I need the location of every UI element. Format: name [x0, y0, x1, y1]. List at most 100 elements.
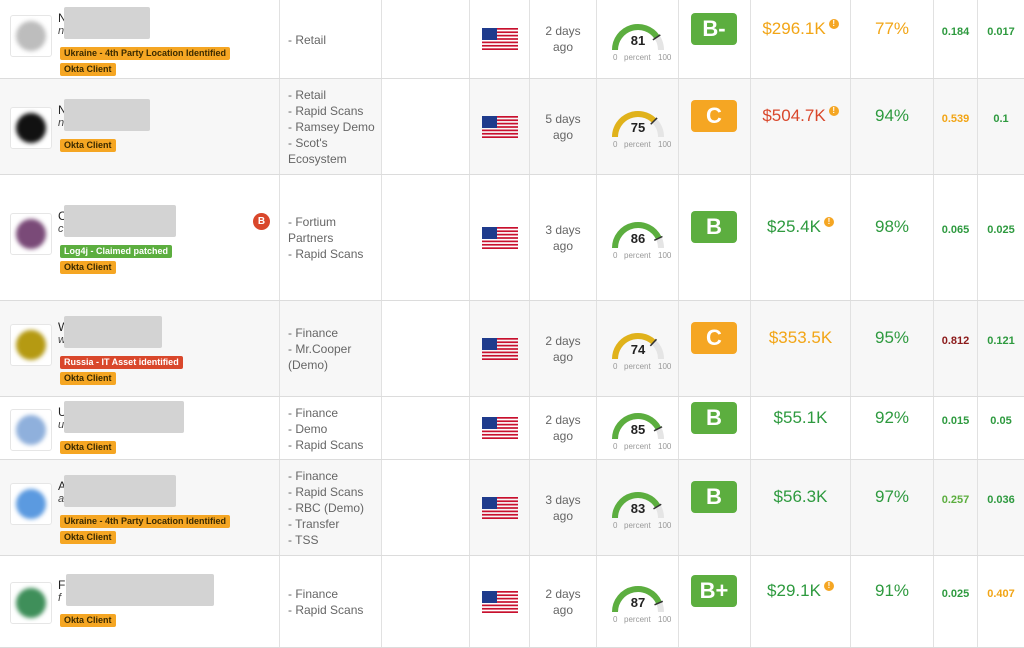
- status-badge[interactable]: Okta Client: [60, 441, 116, 454]
- tag-label[interactable]: - RBC (Demo): [288, 501, 365, 515]
- cost-value[interactable]: $25.4K: [767, 217, 821, 236]
- percent-value: 97%: [874, 487, 910, 506]
- tag-label[interactable]: - Finance: [288, 326, 339, 340]
- tag-label[interactable]: - Finance: [288, 469, 339, 483]
- info-icon[interactable]: !: [823, 217, 834, 227]
- company-name[interactable]: A: [58, 479, 67, 493]
- status-badge[interactable]: Ukraine - 4th Party Location Identified: [60, 515, 231, 528]
- tag-label[interactable]: - Retail: [288, 33, 327, 47]
- company-name[interactable]: N: [58, 103, 67, 117]
- status-badge[interactable]: Russia - IT Asset identified: [60, 356, 183, 369]
- country-cell: [470, 301, 530, 396]
- last-scan-cell: 2 days ago: [530, 0, 597, 78]
- info-icon[interactable]: !: [823, 581, 834, 591]
- company-logo-image: [16, 489, 46, 519]
- gauge-score: 85: [630, 421, 646, 437]
- company-logo: [10, 324, 52, 366]
- tag-label[interactable]: - Finance: [288, 406, 339, 420]
- company-name[interactable]: W: [58, 320, 69, 334]
- tag-label[interactable]: - Rapid Scans: [288, 438, 364, 452]
- gauge-axis-min: 0: [613, 140, 618, 149]
- cost-cell: $25.4K!: [751, 175, 851, 300]
- table-row[interactable]: Ww Russia - IT Asset identified Okta Clien…: [0, 301, 1024, 397]
- status-badge[interactable]: Okta Client: [60, 63, 116, 76]
- status-badge[interactable]: Log4j - Claimed patched: [60, 245, 173, 258]
- metric-1-value: 0.257: [941, 494, 970, 506]
- gauge-axis-min: 0: [613, 251, 618, 260]
- tag-label[interactable]: - Retail: [288, 88, 327, 102]
- cost-value[interactable]: $296.1K: [762, 18, 826, 38]
- metric-1-cell: 0.257: [934, 460, 978, 555]
- tag-label[interactable]: - Rapid Scans: [288, 247, 364, 261]
- tag-label[interactable]: Partners: [288, 231, 334, 245]
- company-logo: [10, 213, 52, 255]
- gauge-axis-label: percent: [624, 615, 651, 624]
- gauge-graphic: [597, 212, 679, 257]
- score-gauge: 85 0 percent 100: [597, 397, 679, 459]
- info-icon[interactable]: !: [828, 106, 839, 116]
- tag-label[interactable]: - Fortium: [288, 215, 336, 229]
- company-domain: u: [58, 419, 65, 431]
- company-name[interactable]: N: [58, 11, 67, 25]
- cost-cell: $296.1K!: [751, 0, 851, 78]
- grade-badge[interactable]: B-: [691, 12, 737, 45]
- tags-cell: - Finance - Rapid Scans - RBC (Demo) - Tran…: [280, 460, 382, 555]
- percent-cell: 95%: [851, 301, 934, 396]
- grade-badge[interactable]: C: [691, 322, 737, 354]
- cost-cell: $55.1K: [751, 397, 851, 459]
- status-badge[interactable]: Ukraine - 4th Party Location Identified: [60, 47, 231, 60]
- tag-label[interactable]: - Mr.Cooper: [288, 342, 352, 356]
- grade-badge[interactable]: B: [691, 211, 737, 243]
- status-badge[interactable]: Okta Client: [60, 372, 116, 385]
- tag-label[interactable]: - Ramsey Demo: [288, 120, 375, 134]
- metric-1-value: 0.015: [941, 414, 970, 427]
- grade-badge[interactable]: B: [691, 481, 737, 513]
- status-badge[interactable]: Okta Client: [60, 531, 116, 544]
- last-scan-text: 2 days ago: [545, 23, 580, 55]
- tag-label[interactable]: - Rapid Scans: [288, 104, 364, 118]
- status-badge[interactable]: Okta Client: [60, 139, 116, 152]
- cost-value[interactable]: $55.1K: [773, 407, 828, 427]
- tag-label[interactable]: - TSS: [288, 533, 319, 547]
- tag-label[interactable]: Ecosystem: [288, 152, 347, 166]
- last-scan-days: 3 days: [545, 492, 581, 507]
- us-flag-icon: [481, 496, 518, 519]
- tag-label[interactable]: - Finance: [288, 587, 339, 601]
- grade-badge[interactable]: B: [691, 401, 737, 434]
- percent-cell: 97%: [851, 460, 934, 555]
- status-badge[interactable]: Okta Client: [60, 261, 116, 274]
- last-scan-days: 5 days: [545, 111, 581, 126]
- grade-badge[interactable]: B+: [691, 575, 737, 607]
- redacted-name: [64, 7, 150, 39]
- metric-1-cell: 0.539: [934, 79, 978, 174]
- percent-value: 91%: [874, 581, 910, 600]
- cost-value[interactable]: $353.5K: [768, 328, 833, 347]
- status-badge[interactable]: Okta Client: [60, 614, 116, 627]
- last-scan-cell: 3 days ago: [530, 175, 597, 300]
- company-name[interactable]: F: [58, 578, 66, 592]
- last-scan-ago: ago: [552, 238, 573, 253]
- tag-label[interactable]: - Scot's: [288, 136, 328, 150]
- company-name[interactable]: U: [58, 405, 67, 419]
- tag-label[interactable]: (Demo): [288, 358, 329, 372]
- tag-label[interactable]: - Rapid Scans: [288, 485, 364, 499]
- cost-value[interactable]: $56.3K: [773, 487, 828, 506]
- company-logo-image: [16, 21, 46, 51]
- tag-label[interactable]: - Demo: [288, 422, 328, 436]
- company-name[interactable]: C: [58, 209, 67, 223]
- cost-value[interactable]: $29.1K: [767, 581, 821, 600]
- percent-cell: 91%: [851, 556, 934, 647]
- us-flag-icon: [481, 28, 518, 50]
- cost-value[interactable]: $504.7K: [762, 106, 826, 125]
- grade-badge[interactable]: C: [691, 100, 737, 132]
- tag-label[interactable]: - Transfer: [288, 517, 340, 531]
- tag-label[interactable]: - Rapid Scans: [288, 603, 364, 617]
- info-icon[interactable]: !: [828, 18, 839, 29]
- company-domain: a: [58, 493, 65, 505]
